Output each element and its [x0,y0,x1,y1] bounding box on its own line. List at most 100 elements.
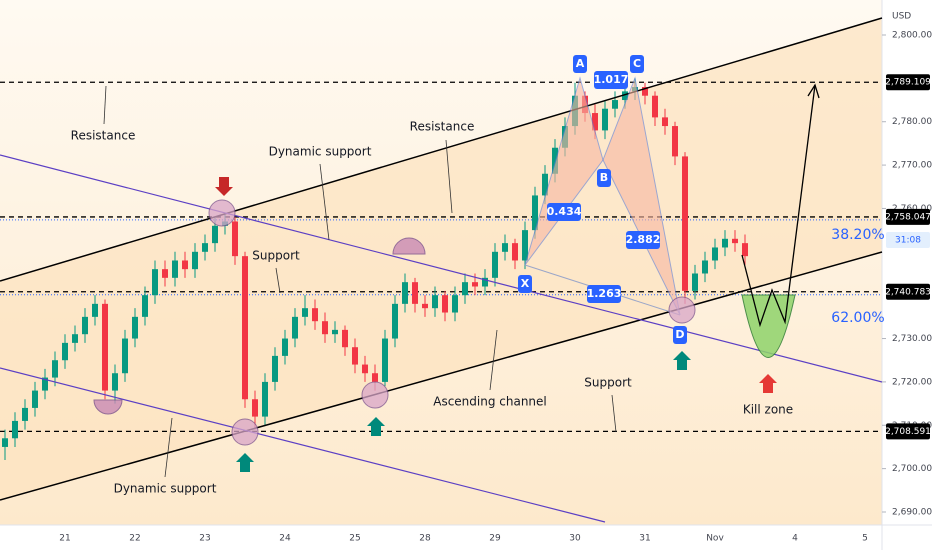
candle-body [2,438,8,447]
candle-body [462,282,468,296]
x-tick-label: 4 [792,534,798,544]
candle-body [202,243,208,252]
channel-fill [0,18,882,500]
annotation: Dynamic support [114,482,217,496]
ratio-box [594,71,628,89]
y-tick-label: 2,770.000 [892,161,932,171]
candle-body [282,338,288,356]
candle-body [392,303,398,339]
candle-body [192,251,198,270]
x-tick-label: Nov [706,534,724,544]
candle-body [482,277,488,287]
y-tick-label: 2,800.000 [892,30,932,40]
candle-body [622,91,628,101]
x-tick-label: 22 [129,534,140,544]
touch-circle [361,381,389,409]
candle-body [212,225,218,244]
candle-body [262,381,268,417]
ratio: 1.263 [587,287,622,300]
ratio: 2.882 [626,233,661,246]
candle-body [232,221,238,257]
annotation: Support [584,376,632,390]
candle-body [642,87,648,96]
fib-label: 62.00% [831,310,884,326]
candle-body [602,108,608,131]
arrow-up [236,453,254,472]
x-tick-label: 29 [489,534,501,544]
price-label: 2,758.047 [885,212,931,222]
candle-body [522,230,528,261]
candle-body [312,308,318,322]
ratio-box [587,285,621,303]
pattern-point: D [675,328,684,341]
candle-body [162,269,168,278]
candle-body [512,243,518,261]
arrow-up [759,374,777,393]
ratio: 0.434 [547,205,582,218]
candle-body [732,238,738,244]
candle-body [682,156,688,291]
annotation: Kill zone [743,403,793,417]
arrow-up [367,417,385,436]
price-label: 2,708.591 [885,427,931,437]
candle-body [542,173,548,196]
candle-body [352,347,358,365]
candle-body [142,295,148,317]
dynamic-support-lower [0,367,606,523]
pattern-point: X [521,277,530,290]
x-tick-label: 30 [569,534,581,544]
annotation: Resistance [71,129,136,143]
touch-circle [208,199,236,227]
channel-lower [0,251,883,501]
candle-body [702,260,708,274]
candle-body [182,260,188,270]
price-label-box [886,74,930,91]
fib-label: 38.20% [831,227,884,243]
currency: USD [892,12,911,22]
candle-body [292,316,298,339]
candle-body [612,100,618,109]
candle-body [712,247,718,261]
pattern-point: B [600,171,608,184]
annotation: Ascending channel [433,395,547,409]
candle-body [662,117,668,127]
candle-body [472,282,478,287]
dynamic-support-upper [0,154,883,383]
ratio: 1.017 [594,73,629,86]
semicircle [392,237,426,255]
candle-body [152,269,158,296]
candle-body [252,399,258,417]
x-tick-label: 23 [199,534,210,544]
candle-body [12,420,18,439]
x-tick-label: 5 [862,534,868,544]
price-label-box [886,283,930,300]
pattern-point-box [673,326,687,344]
candle-body [672,126,678,157]
candle-body [332,329,338,335]
candle-body [172,260,178,278]
candle-body [432,295,438,309]
candle-body [62,342,68,361]
candle-body [102,303,108,391]
touch-circle [231,418,259,446]
candle-body [592,113,598,131]
x-tick-label: 24 [279,534,291,544]
candle-body [72,334,78,343]
candle-body [412,282,418,304]
x-tick-label: 25 [349,534,360,544]
candle-body [492,251,498,278]
candle-body [22,407,28,421]
countdown-box [886,232,930,248]
drawings [0,17,883,523]
annotation: Dynamic support [269,145,372,159]
candle-body [652,95,658,118]
projection [741,84,816,328]
y-tick-label: 2,700.000 [892,464,932,474]
pattern-point-box [597,169,611,187]
candle-body [112,373,118,391]
pattern-point: C [633,57,641,70]
candle-body [442,295,448,313]
candle-body [532,195,538,231]
candle-body [342,329,348,348]
